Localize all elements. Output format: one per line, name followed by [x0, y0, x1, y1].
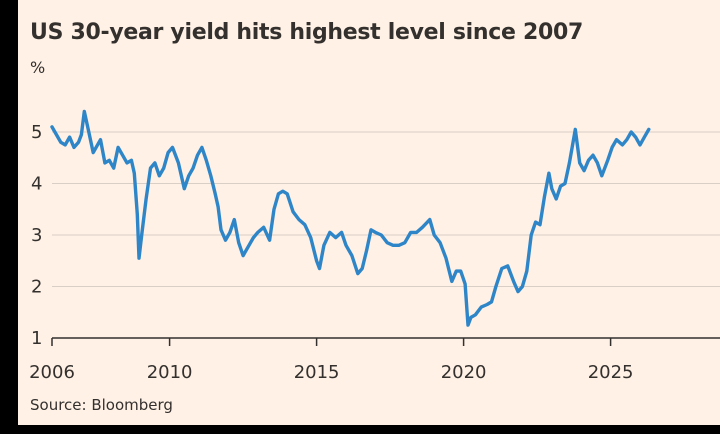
chart-title: US 30-year yield hits highest level sinc…: [30, 20, 584, 45]
x-tick-label: 2010: [147, 362, 193, 383]
yield-series-line: [50, 109, 651, 327]
chart-card: US 30-year yield hits highest level sinc…: [18, 0, 720, 425]
source-note: Source: Bloomberg: [30, 396, 173, 414]
y-tick-label: 3: [31, 225, 42, 246]
x-tick-label: 2015: [294, 362, 340, 383]
line-chart: 1 2 3 4 5 2006 2010 2015 2020 2025: [29, 109, 720, 383]
x-tick-label: 2006: [29, 362, 75, 383]
x-tick-label: 2025: [588, 362, 634, 383]
y-axis-unit-label: %: [30, 58, 46, 77]
y-tick-label: 5: [31, 122, 42, 143]
y-tick-label: 1: [31, 328, 42, 349]
x-tick-label: 2020: [441, 362, 487, 383]
y-tick-label: 2: [31, 277, 42, 298]
y-tick-label: 4: [31, 174, 42, 195]
